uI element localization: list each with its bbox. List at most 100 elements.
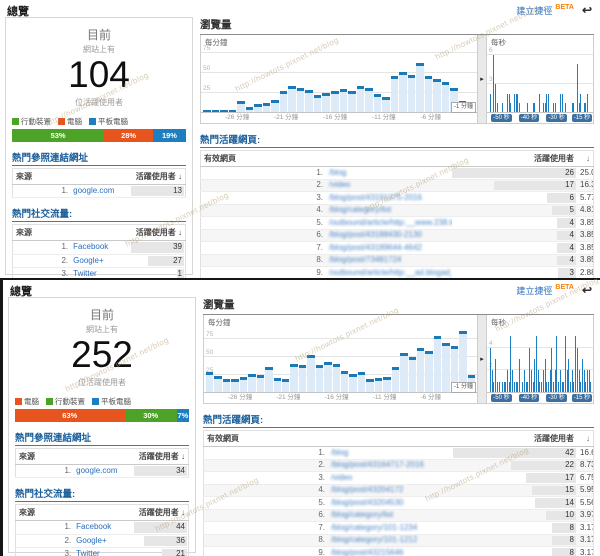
sort-desc-icon[interactable]: ↓ (181, 451, 185, 461)
y-tick-label: 75 (203, 45, 211, 52)
col-users: 活躍使用者 (451, 150, 577, 167)
sort-desc-icon[interactable]: ↓ (181, 508, 185, 518)
second-bar (559, 370, 561, 393)
source-link[interactable]: google.com (76, 465, 118, 475)
chart-divider-handle[interactable]: ▸ (477, 35, 487, 123)
second-bar (517, 381, 518, 393)
minute-bar (296, 88, 305, 113)
page-link[interactable]: /blog (329, 167, 347, 177)
x-axis (487, 392, 593, 393)
page-link[interactable]: /blog/post/73481724 (329, 255, 402, 264)
minute-bar (373, 93, 382, 113)
back-arrow-icon[interactable]: ↩ (581, 283, 592, 297)
create-shortcut-link[interactable]: 建立捷徑 (516, 5, 553, 16)
x-axis-label: -16 分鐘 (322, 114, 348, 121)
minute-bar (459, 331, 467, 393)
section-top-active-pages[interactable]: 熱門活躍網頁: (203, 412, 594, 428)
second-bar (578, 370, 580, 393)
page-link[interactable]: /blog/post/43164717-2016 (331, 460, 424, 469)
table-row: 1. Facebook 39 (12, 240, 186, 255)
table-row: 5./outbound/article/http:__www.238.tw_p-… (200, 216, 594, 230)
table-row: 3. Twitter 1 (12, 267, 186, 278)
x-axis-label: -40 秒 (518, 394, 540, 402)
page-link[interactable]: /blog/post/43204172 (331, 485, 404, 494)
page-link[interactable]: /blog/category/101-1234 (331, 522, 418, 532)
sort-desc-icon[interactable]: ↓ (577, 430, 594, 447)
second-bar (581, 359, 583, 393)
minute-bar (332, 363, 340, 393)
page-link[interactable]: /blog (331, 447, 349, 457)
y-tick-label: 75 (206, 331, 214, 339)
referrals-body: 1. google.com 34 (15, 464, 189, 479)
source-link[interactable]: Facebook (76, 522, 112, 532)
col-users: 活躍使用者 (135, 228, 176, 238)
minute-xlabels: -26 分鐘 -21 分鐘 -16 分鐘 -11 分鐘 -6 分鐘 (204, 393, 477, 403)
minute-bar (298, 365, 307, 393)
realtime-overview-panel-bottom: 總覽 建立捷徑 BETA ↩ 目前 網站上有 252 位活躍使用者 電腦 行動裝置… (0, 278, 600, 556)
second-bar (491, 370, 493, 393)
second-bar (587, 93, 588, 113)
on-site-label: 網站上有 (86, 325, 118, 334)
section-top-active-pages[interactable]: 熱門活躍網頁: (200, 132, 594, 148)
second-bar (535, 336, 537, 393)
chevron-right-icon: ▸ (480, 356, 484, 363)
minute-bar (357, 372, 366, 393)
source-link[interactable]: Twitter (76, 549, 100, 556)
second-bar (537, 370, 539, 393)
social-table: 來源 活躍使用者 ↓ 1. Facebook 44 2. Google+ 36 3. Twit… (15, 504, 189, 556)
legend-item: 平板電腦 (89, 116, 128, 127)
minute-bar (324, 362, 332, 393)
section-top-social[interactable]: 熱門社交流量: (15, 486, 189, 503)
sort-desc-icon[interactable]: ↓ (577, 150, 594, 167)
active-users-count: 252 (71, 334, 133, 375)
page-link[interactable]: /blog/post/43191375-2016 (329, 192, 422, 202)
second-bar (556, 336, 558, 393)
second-bar (546, 381, 547, 393)
x-axis-label: -30 秒 (546, 114, 567, 122)
page-link[interactable]: /outbound/article/http:__ad.blogad_adwar… (329, 267, 452, 277)
minute-bar (407, 75, 416, 113)
second-bar (518, 103, 520, 113)
source-link[interactable]: google.com (73, 185, 115, 195)
source-link[interactable]: Google+ (73, 255, 104, 265)
page-link[interactable]: /outbound/article/http:__www.238.tw_p-we… (329, 217, 452, 227)
source-link[interactable]: Facebook (73, 242, 109, 252)
second-bar (571, 370, 573, 393)
pageviews-chart-card: 每分鐘 25 50 75 -26 分鐘 -21 分鐘 -16 分鐘 -11 分鐘 -6 分鐘… (203, 315, 594, 404)
minute-bar (349, 373, 357, 393)
page-link[interactable]: /blog/post/43215646 (331, 547, 404, 556)
page-link[interactable]: /blog/category/101-1212 (331, 535, 418, 544)
page-link[interactable]: /blog/post/43188430-2130 (329, 230, 422, 239)
sort-desc-icon[interactable]: ↓ (178, 171, 182, 181)
table-row: 2. Google+ 36 (15, 534, 189, 549)
chart-divider-handle[interactable]: ▸ (477, 315, 487, 403)
page-link[interactable]: /blog/category/list (331, 510, 394, 519)
second-bar (580, 381, 581, 393)
x-axis-label: -11 分鐘 (372, 394, 397, 401)
page-link[interactable]: /blog/post/43204530 (331, 497, 404, 507)
x-axis-label: -6 分鐘 (420, 394, 441, 401)
source-link[interactable]: Twitter (73, 269, 97, 278)
page-link[interactable]: /blog/post/43189644-4642 (329, 242, 422, 252)
back-arrow-icon[interactable]: ↩ (581, 3, 592, 17)
section-top-referrals[interactable]: 熱門參照連結網址 (12, 150, 186, 166)
device-bar-segment: 63% (15, 408, 125, 422)
second-bar (515, 93, 517, 113)
section-top-social[interactable]: 熱門社交流量: (12, 206, 186, 223)
section-top-referrals[interactable]: 熱門參照連結網址 (15, 430, 189, 446)
page-link[interactable]: /video (331, 472, 353, 482)
pages-body: 1./blog4216.67%2./blog/post/43164717-201… (203, 446, 594, 556)
second-bar (544, 103, 546, 113)
create-shortcut-link[interactable]: 建立捷徑 (516, 285, 553, 296)
page-link[interactable]: /blog/category/list (329, 205, 392, 214)
col-users: 活躍使用者 (452, 430, 577, 447)
minute-bar (305, 89, 313, 113)
source-link[interactable]: Google+ (76, 535, 107, 545)
sort-desc-icon[interactable]: ↓ (178, 228, 182, 238)
active-users-unit: 位活躍使用者 (75, 97, 123, 107)
page-link[interactable]: /video (329, 180, 351, 189)
